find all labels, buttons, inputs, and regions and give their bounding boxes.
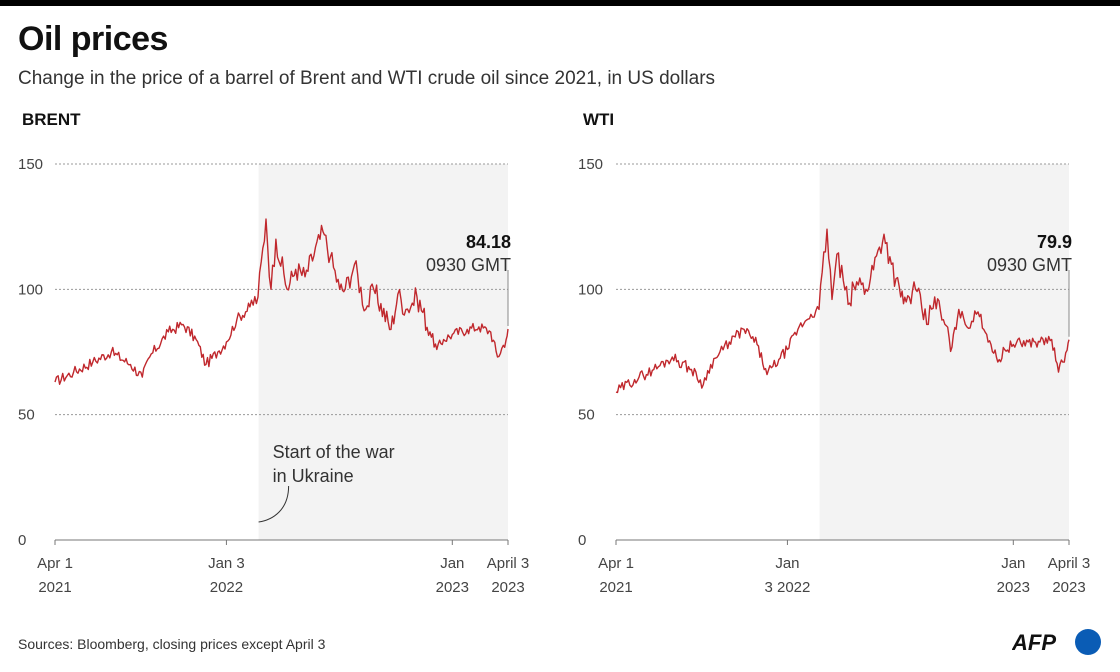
brent-y-tick-label: 0 xyxy=(18,532,26,549)
brent-war-annotation: in Ukraine xyxy=(273,466,354,486)
wti-y-tick-label: 0 xyxy=(578,532,586,549)
wti-x-tick-label: 3 2022 xyxy=(764,579,810,596)
brent-x-tick-label: Apr 1 xyxy=(37,555,73,572)
wti-y-tick-label: 50 xyxy=(578,407,595,424)
brent-chart: 0 50 100 150 Apr 1 2021 Jan 3 2022 Jan 2023 April … xyxy=(18,156,530,596)
source-note: Sources: Bloomberg, closing prices excep… xyxy=(18,636,326,652)
panel-title-brent: BRENT xyxy=(22,110,81,129)
wti-price-line xyxy=(615,228,1070,394)
page-subtitle: Change in the price of a barrel of Brent… xyxy=(18,68,716,89)
wti-x-tick-label: Jan xyxy=(775,555,799,572)
brent-war-annotation-pointer xyxy=(258,485,290,523)
wti-x-tick-label: Jan xyxy=(1001,555,1025,572)
wti-war-shade xyxy=(819,164,1069,540)
wti-y-tick-label: 150 xyxy=(578,156,603,173)
wti-last-value: 79.9 xyxy=(1037,232,1072,252)
brent-last-value: 84.18 xyxy=(466,232,511,252)
wti-x-tick-label: Apr 1 xyxy=(598,555,634,572)
brent-war-shade xyxy=(258,164,508,540)
svg-text:AFP: AFP xyxy=(1012,630,1056,655)
brent-x-tick-label: 2022 xyxy=(210,579,243,596)
brent-war-annotation: Start of the war xyxy=(273,442,395,462)
brent-y-tick-label: 150 xyxy=(18,156,43,173)
wti-x-tick-label: 2023 xyxy=(1052,579,1085,596)
brent-price-line xyxy=(54,218,509,385)
brent-x-tick-label: Jan xyxy=(440,555,464,572)
brent-x-tick-label: April 3 xyxy=(487,555,530,572)
brent-x-tick-label: 2023 xyxy=(436,579,469,596)
wti-x-tick-label: 2023 xyxy=(997,579,1030,596)
brent-x-tick-label: 2021 xyxy=(38,579,71,596)
brent-x-tick-label: Jan 3 xyxy=(208,555,245,572)
top-rule xyxy=(0,0,1120,6)
brent-y-tick-label: 100 xyxy=(18,281,43,298)
afp-logo: AFP xyxy=(1012,629,1101,655)
wti-x-tick-label: 2021 xyxy=(599,579,632,596)
wti-y-tick-label: 100 xyxy=(578,281,603,298)
page-title: Oil prices xyxy=(18,20,168,58)
wti-last-value-time: 0930 GMT xyxy=(987,255,1072,275)
wti-chart: 0 50 100 150 Apr 1 2021 Jan 3 2022 Jan 2023 April … xyxy=(578,156,1091,596)
brent-last-value-time: 0930 GMT xyxy=(426,255,511,275)
panel-title-wti: WTI xyxy=(583,110,615,129)
brent-y-tick-label: 50 xyxy=(18,407,35,424)
brent-x-tick-label: 2023 xyxy=(491,579,524,596)
wti-x-tick-label: April 3 xyxy=(1048,555,1091,572)
